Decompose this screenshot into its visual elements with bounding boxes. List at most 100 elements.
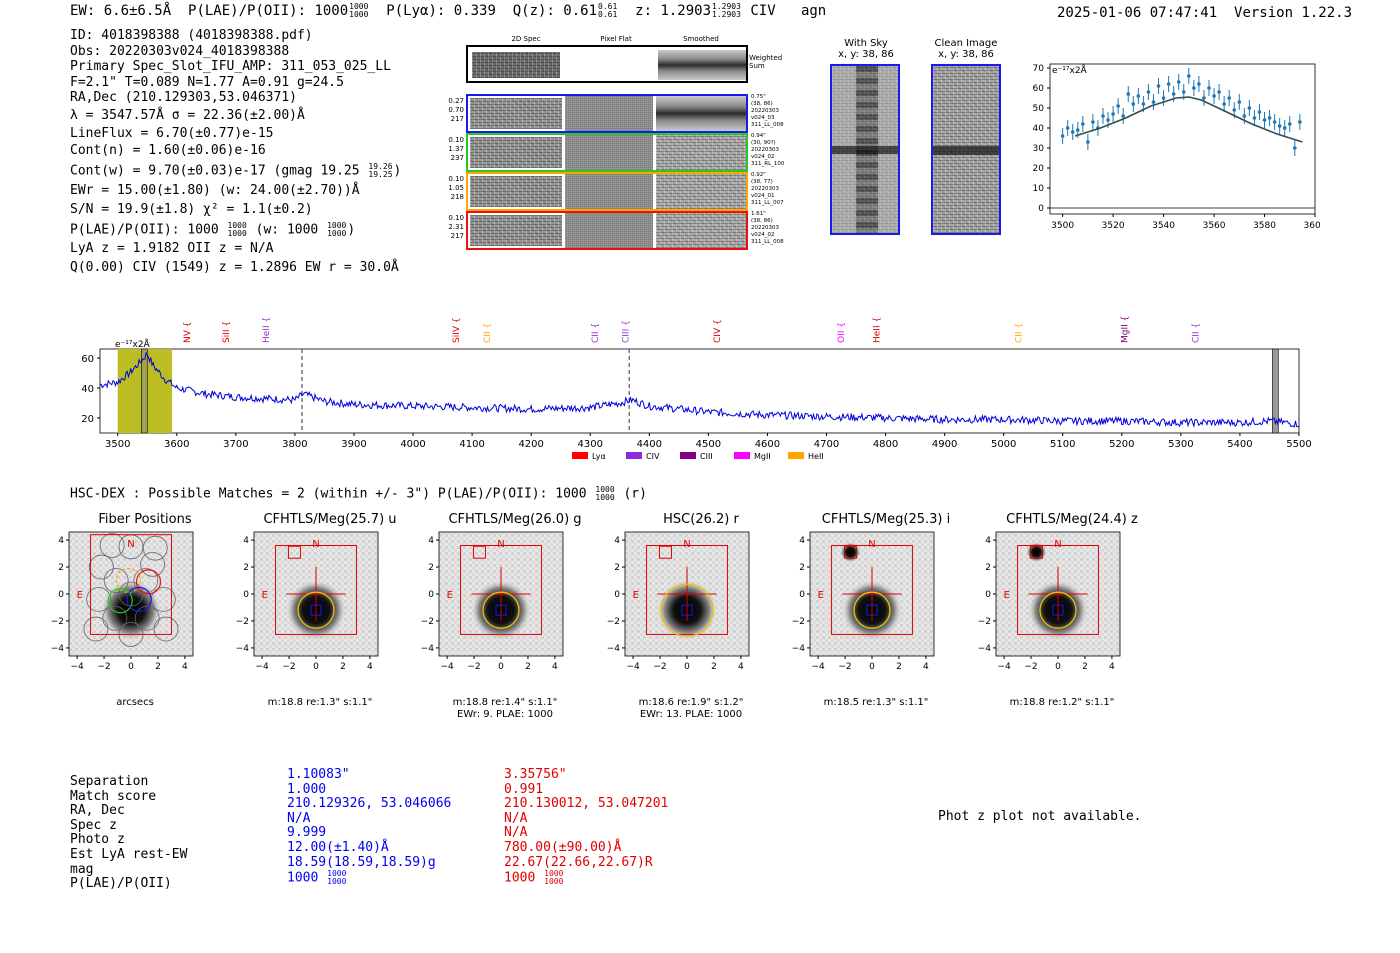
fit-point [1202, 96, 1206, 100]
spec-line-label: SiII { [222, 321, 232, 343]
spec-line-label: CII { [1192, 323, 1202, 343]
fit-point [1287, 122, 1292, 126]
fiber-circle [133, 568, 159, 593]
spec2d-cell-flat [565, 96, 653, 131]
header-qz-frac: 0.61 0.61 [598, 2, 618, 19]
header-z-frac: 1.2903 1.2903 [712, 2, 741, 19]
fit-ytick-label: 40 [1033, 124, 1045, 134]
match-value: 0.991 [504, 781, 544, 797]
header-datetime: 2025-01-06 07:47:41 [1057, 5, 1218, 21]
spec-line-label: CIII { [622, 320, 632, 343]
match-value: 1.10083" [287, 767, 350, 782]
spec-xtick-label: 4500 [696, 439, 721, 450]
cutout-ytick-label: −2 [978, 617, 991, 627]
weighted-2d [472, 52, 560, 78]
fit-ytick-label: 20 [1033, 164, 1045, 174]
spec2d-cell-smooth [656, 135, 746, 170]
cutout-ytick-label: 0 [243, 590, 249, 600]
fit-point [1222, 102, 1226, 106]
cutout-xtick-label: −2 [282, 662, 295, 672]
aperture-circle [297, 591, 335, 629]
spec-legend-label: CIV [646, 452, 660, 461]
fit-ytick-label: 0 [1038, 204, 1044, 214]
header-plae: P(LAE)/P(OII): 1000 [188, 3, 349, 19]
cutout-title: CFHTLS/Meg(26.0) g [448, 512, 582, 527]
fit-axes-frame [1049, 63, 1316, 215]
cutout-caption: m:18.8 re:1.3" s:1.1" [267, 697, 373, 708]
fit-point [1262, 118, 1267, 122]
info-contw: Cont(w) = 9.70(±0.03)e-17 (gmag 19.25 19… [70, 161, 402, 179]
cutout-ytick-label: −2 [236, 617, 249, 627]
fit-plot: 0 10 20 30 40 50 60 70 3500 3520 3540 3560 3580 3600 e… [1033, 63, 1320, 231]
north-label: N [683, 539, 690, 550]
north-label: N [1054, 539, 1061, 550]
cutout-box [460, 544, 542, 635]
match-value: 3.35756" [504, 767, 567, 782]
neighbor-marker [843, 545, 857, 559]
fit-xtick-label: 3520 [1102, 221, 1125, 231]
fit-point [1086, 140, 1090, 144]
fit-point [1227, 96, 1231, 100]
match-plae-frac: 1000 1000 [544, 869, 564, 887]
weighted-smooth [658, 50, 746, 80]
cutout-ytick-label: 2 [985, 563, 991, 573]
cutout-xtick-label: 0 [1055, 662, 1061, 672]
fiber-highlight [135, 569, 162, 595]
east-label: E [262, 590, 268, 601]
fit-xtick-label: 3580 [1253, 221, 1276, 231]
spec-xtick-label: 5400 [1227, 439, 1252, 450]
spec-unit-label: e⁻¹⁷x2Å [115, 338, 151, 350]
cutout-plot: N E −4 −4 −2 −2 0 0 2 2 4 4 [421, 531, 564, 672]
cutout-xtick-label: −4 [811, 662, 825, 672]
cutout-caption: arcsecs [116, 697, 154, 708]
north-label: N [312, 539, 319, 550]
fiber-circle [142, 535, 168, 561]
spec-grey-band [1272, 348, 1279, 434]
spec2d-row: 0.10 1.37 237 0.94" (30, 90?) 20220303 v024_02… [448, 133, 796, 172]
fiber-highlight [115, 567, 141, 594]
header-version: Version 1.22.3 [1234, 5, 1353, 21]
info-obs: Obs: 20220303v024_4018398388 [70, 43, 290, 59]
spec2d-row-meta: 0.75" (38, 86) 20220303 v024_03 311_LL_008 [751, 94, 784, 128]
header-plae-frac: 1000 1000 [349, 2, 369, 19]
cutout-title: CFHTLS/Meg(25.3) i [821, 512, 951, 527]
aperture-circle [853, 591, 891, 629]
fiber-circle [99, 533, 125, 558]
header-plya: P(Lyα): 0.339 [386, 3, 496, 19]
header-agn: agn [800, 3, 827, 19]
cutout-caption: m:18.5 re:1.3" s:1.1" [823, 697, 929, 708]
cutout-ytick-label: −2 [607, 617, 620, 627]
spec-ytick-label: 20 [81, 414, 94, 425]
cutout-ytick-label: −4 [792, 644, 806, 654]
cutout-xtick-label: 4 [552, 662, 558, 672]
spec-xtick-label: 4700 [814, 439, 839, 450]
cutout-xtick-label: −2 [838, 662, 851, 672]
spec-ytick-label: 60 [81, 354, 94, 365]
cutout-xtick-label: −2 [467, 662, 480, 672]
neighbor-marker [1029, 545, 1043, 559]
fit-point [1146, 90, 1151, 94]
spec-legend-swatch [788, 452, 804, 459]
spec-xtick-label: 5300 [1168, 439, 1193, 450]
cutout-title: CFHTLS/Meg(25.7) u [263, 512, 397, 527]
match-col2: 3.35756" 0.991 210.130012, 53.047201 N/A N/A… [504, 767, 668, 887]
spec-xtick-label: 4800 [873, 439, 898, 450]
east-label: E [1004, 590, 1010, 601]
spec-xtick-label: 3900 [341, 439, 366, 450]
spec-xtick-label: 4300 [578, 439, 603, 450]
spec-legend-swatch [572, 452, 588, 459]
cutout-xtick-label: 4 [923, 662, 929, 672]
cutout-xtick-label: 4 [367, 662, 373, 672]
spec-line-label: HeII { [873, 317, 883, 343]
spec-legend-label: CIII [700, 452, 713, 461]
spec-line-label: SiIV { [452, 317, 462, 343]
clean-line [933, 146, 999, 155]
fit-unit-label: e⁻¹⁷x2Å [1052, 64, 1088, 76]
fiber-highlight [126, 586, 152, 612]
fit-point [1070, 130, 1075, 134]
fiber-circle [88, 554, 114, 580]
info-ewr: EWr = 15.00(±1.80) (w: 24.00(±2.70))Å [70, 182, 360, 198]
spec2d-cell-2d [470, 137, 562, 168]
spec-legend-label: Lyα [592, 452, 606, 461]
fiber-highlight [107, 588, 133, 614]
